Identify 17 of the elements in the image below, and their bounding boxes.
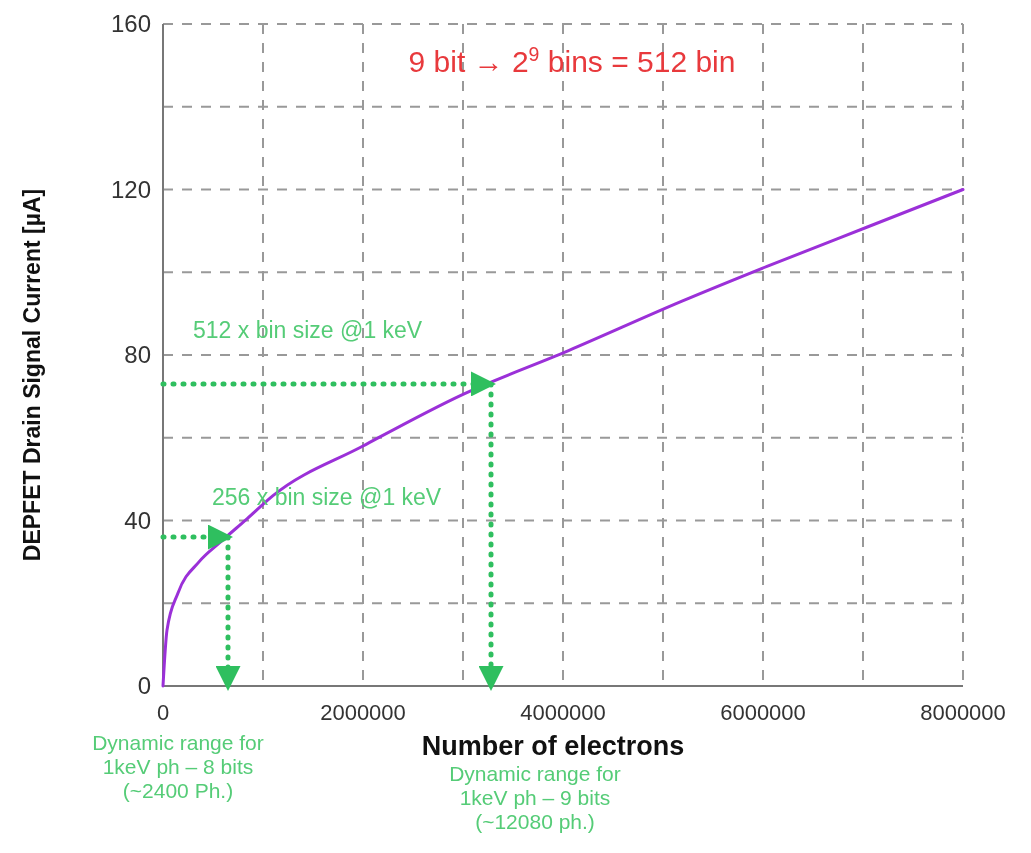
y-tick-label: 0 bbox=[137, 672, 151, 699]
annotation: 512 x bin size @1 keV bbox=[193, 317, 423, 343]
x-tick-label: 2000000 bbox=[320, 700, 406, 725]
x-axis-title: Number of electrons bbox=[421, 731, 685, 761]
y-tick-label: 160 bbox=[110, 10, 151, 37]
annotation: 256 x bin size @1 keV bbox=[212, 484, 442, 510]
annotation: 9 bit → 2$^{9}$ bins = 512 bin bbox=[408, 43, 736, 78]
y-tick-label: 120 bbox=[110, 175, 151, 203]
text: Dynamic range for 1keV ph – 9 bits (~12080 ph.) bbox=[449, 762, 621, 834]
y-tick-label: 80 bbox=[124, 341, 151, 368]
x-tick-label: 4000000 bbox=[520, 700, 606, 725]
x-tick-label: 8000000 bbox=[920, 700, 1006, 725]
text: Dynamic range for 1keV ph – 8 bits (~2400 Ph.) bbox=[92, 731, 264, 803]
y-axis-title: DEPFET Drain Signal Current [µA] bbox=[19, 188, 45, 562]
x-tick-label: 6000000 bbox=[720, 700, 806, 725]
y-tick-label: 40 bbox=[124, 506, 151, 534]
x-tick-label: 0 bbox=[156, 700, 170, 725]
